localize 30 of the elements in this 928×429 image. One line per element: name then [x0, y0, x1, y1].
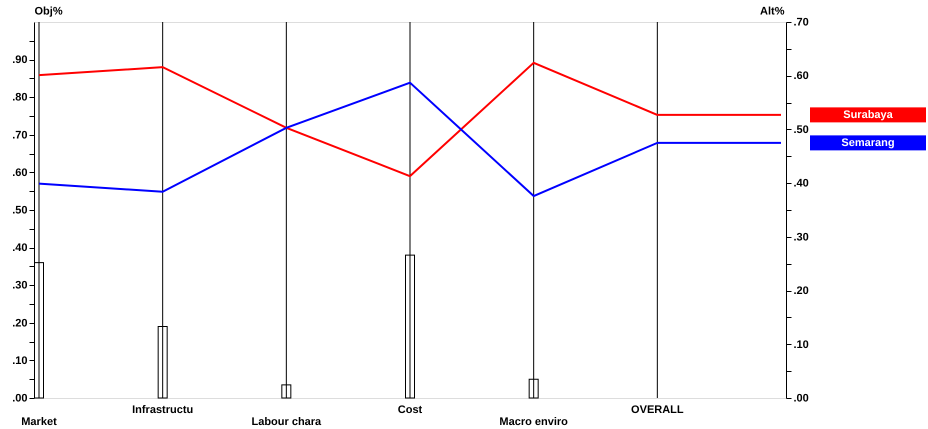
x-tick-label: Macro enviro [499, 416, 568, 428]
y-tick-label: .50 [12, 204, 28, 216]
y2-axis-title: Alt% [760, 6, 785, 18]
line-series [38, 82, 782, 198]
y-tick-label: .00 [12, 392, 28, 404]
y-tick-label: .60 [12, 166, 28, 179]
y2-tick-label: .10 [794, 338, 809, 351]
x-tick-label: Cost [398, 404, 423, 416]
y2-tick-label: .20 [794, 285, 809, 298]
y2-tick-label: .30 [794, 231, 809, 244]
y-tick-label: .20 [12, 317, 28, 330]
y-tick-label: .10 [12, 354, 28, 367]
y-tick-label: .40 [12, 242, 28, 254]
y-tick-label: .30 [12, 280, 28, 292]
x-tick-label: OVERALL [631, 404, 684, 416]
y2-tick-label: .70 [794, 16, 809, 28]
y2-tick-label: .50 [794, 124, 809, 136]
y-tick-label: .70 [12, 129, 28, 142]
x-tick-label: Labour chara [251, 416, 322, 428]
y-axis-title: Obj% [34, 6, 63, 18]
y-tick-label: .90 [12, 54, 28, 66]
y2-tick-label: .40 [794, 178, 809, 190]
line-series [38, 62, 782, 178]
text: Semarang [841, 136, 895, 149]
y2-tick-label: .00 [794, 392, 809, 404]
y2-tick-label: .60 [794, 70, 809, 82]
x-tick-label: Market [21, 416, 58, 428]
text: Surabaya [843, 108, 894, 121]
x-tick-label: Infrastructu [132, 404, 194, 416]
y-tick-label: .80 [12, 92, 28, 104]
